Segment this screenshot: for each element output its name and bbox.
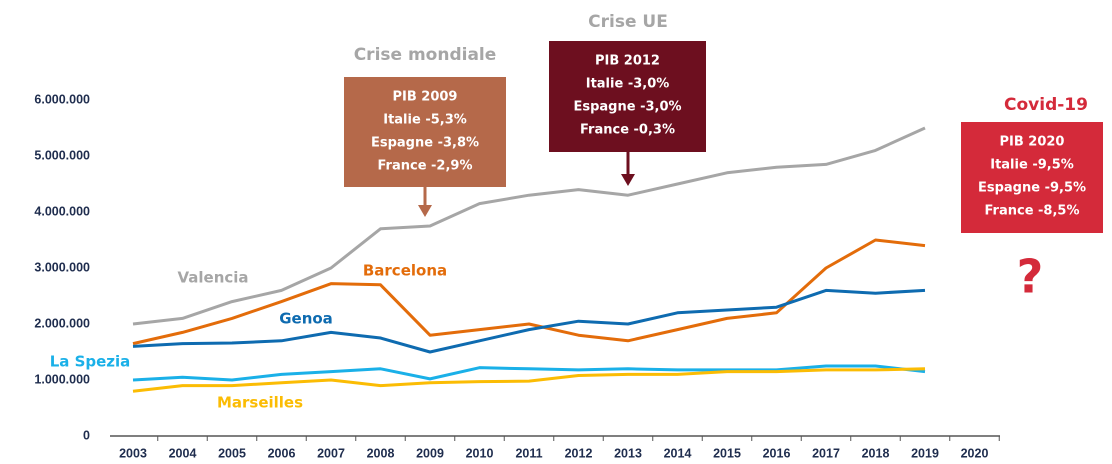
series-line (132, 126, 926, 326)
x-tick-label: 2003 (119, 446, 147, 460)
x-tick-label: 2012 (565, 446, 593, 460)
x-tick-label: 2009 (416, 446, 444, 460)
annotation-mark: ? (1017, 250, 1044, 304)
x-tick-label: 2008 (367, 446, 395, 460)
series-label: Marseilles (217, 394, 303, 412)
x-tick-label: 2010 (466, 446, 494, 460)
x-tick-label: 2017 (812, 446, 840, 460)
annotation-line: France -0,3% (580, 123, 675, 138)
annotation-title: Crise UE (588, 12, 668, 32)
annotation-box (961, 122, 1103, 233)
x-tick-label: 2007 (317, 446, 345, 460)
x-tick-label: 2005 (218, 446, 246, 460)
annotation-line: Espagne -3,8% (371, 136, 479, 151)
series-line (132, 288, 926, 354)
annotation-box (344, 77, 506, 187)
y-tick-label: 1.000.000 (34, 372, 90, 386)
x-tick-label: 2016 (763, 446, 791, 460)
y-tick-label: 2.000.000 (34, 316, 90, 330)
x-tick-label: 2011 (515, 446, 542, 460)
annotation-title: Covid-19 (1004, 95, 1088, 115)
x-tick-label: 2019 (911, 446, 939, 460)
annotation-box (549, 41, 706, 152)
arrow-head (621, 174, 635, 186)
annotation-line: France -2,9% (378, 159, 473, 174)
annotation-line: PIB 2009 (393, 90, 458, 105)
x-tick-label: 2014 (664, 446, 692, 460)
annotation-title: Crise mondiale (354, 45, 497, 65)
series-label: Genoa (279, 310, 333, 328)
series-label: Barcelona (363, 262, 447, 280)
series-label: La Spezia (50, 353, 131, 371)
annotation-line: France -8,5% (985, 204, 1080, 219)
y-tick-label: 4.000.000 (34, 204, 90, 218)
series-line (132, 238, 926, 346)
x-tick-label: 2013 (614, 446, 642, 460)
annotation-line: Italie -3,0% (586, 77, 670, 92)
y-tick-label: 5.000.000 (34, 148, 90, 162)
annotation-line: Espagne -9,5% (978, 181, 1086, 196)
annotation-line: PIB 2020 (1000, 135, 1065, 150)
y-tick-label: 0 (83, 428, 90, 442)
x-tick-label: 2006 (268, 446, 296, 460)
annotation-line: Italie -5,3% (383, 113, 467, 128)
annotation-line: PIB 2012 (595, 54, 660, 69)
x-tick-label: 2020 (961, 446, 989, 460)
annotation-line: Espagne -3,0% (573, 100, 681, 115)
y-tick-label: 3.000.000 (34, 260, 90, 274)
y-tick-label: 6.000.000 (34, 92, 90, 106)
arrow-head (418, 205, 432, 217)
series-label: Valencia (177, 269, 248, 287)
series-line (132, 367, 926, 393)
series-line (132, 364, 926, 382)
x-tick-label: 2015 (713, 446, 741, 460)
x-tick-label: 2004 (169, 446, 197, 460)
annotation-line: Italie -9,5% (990, 158, 1074, 173)
x-tick-label: 2018 (862, 446, 890, 460)
